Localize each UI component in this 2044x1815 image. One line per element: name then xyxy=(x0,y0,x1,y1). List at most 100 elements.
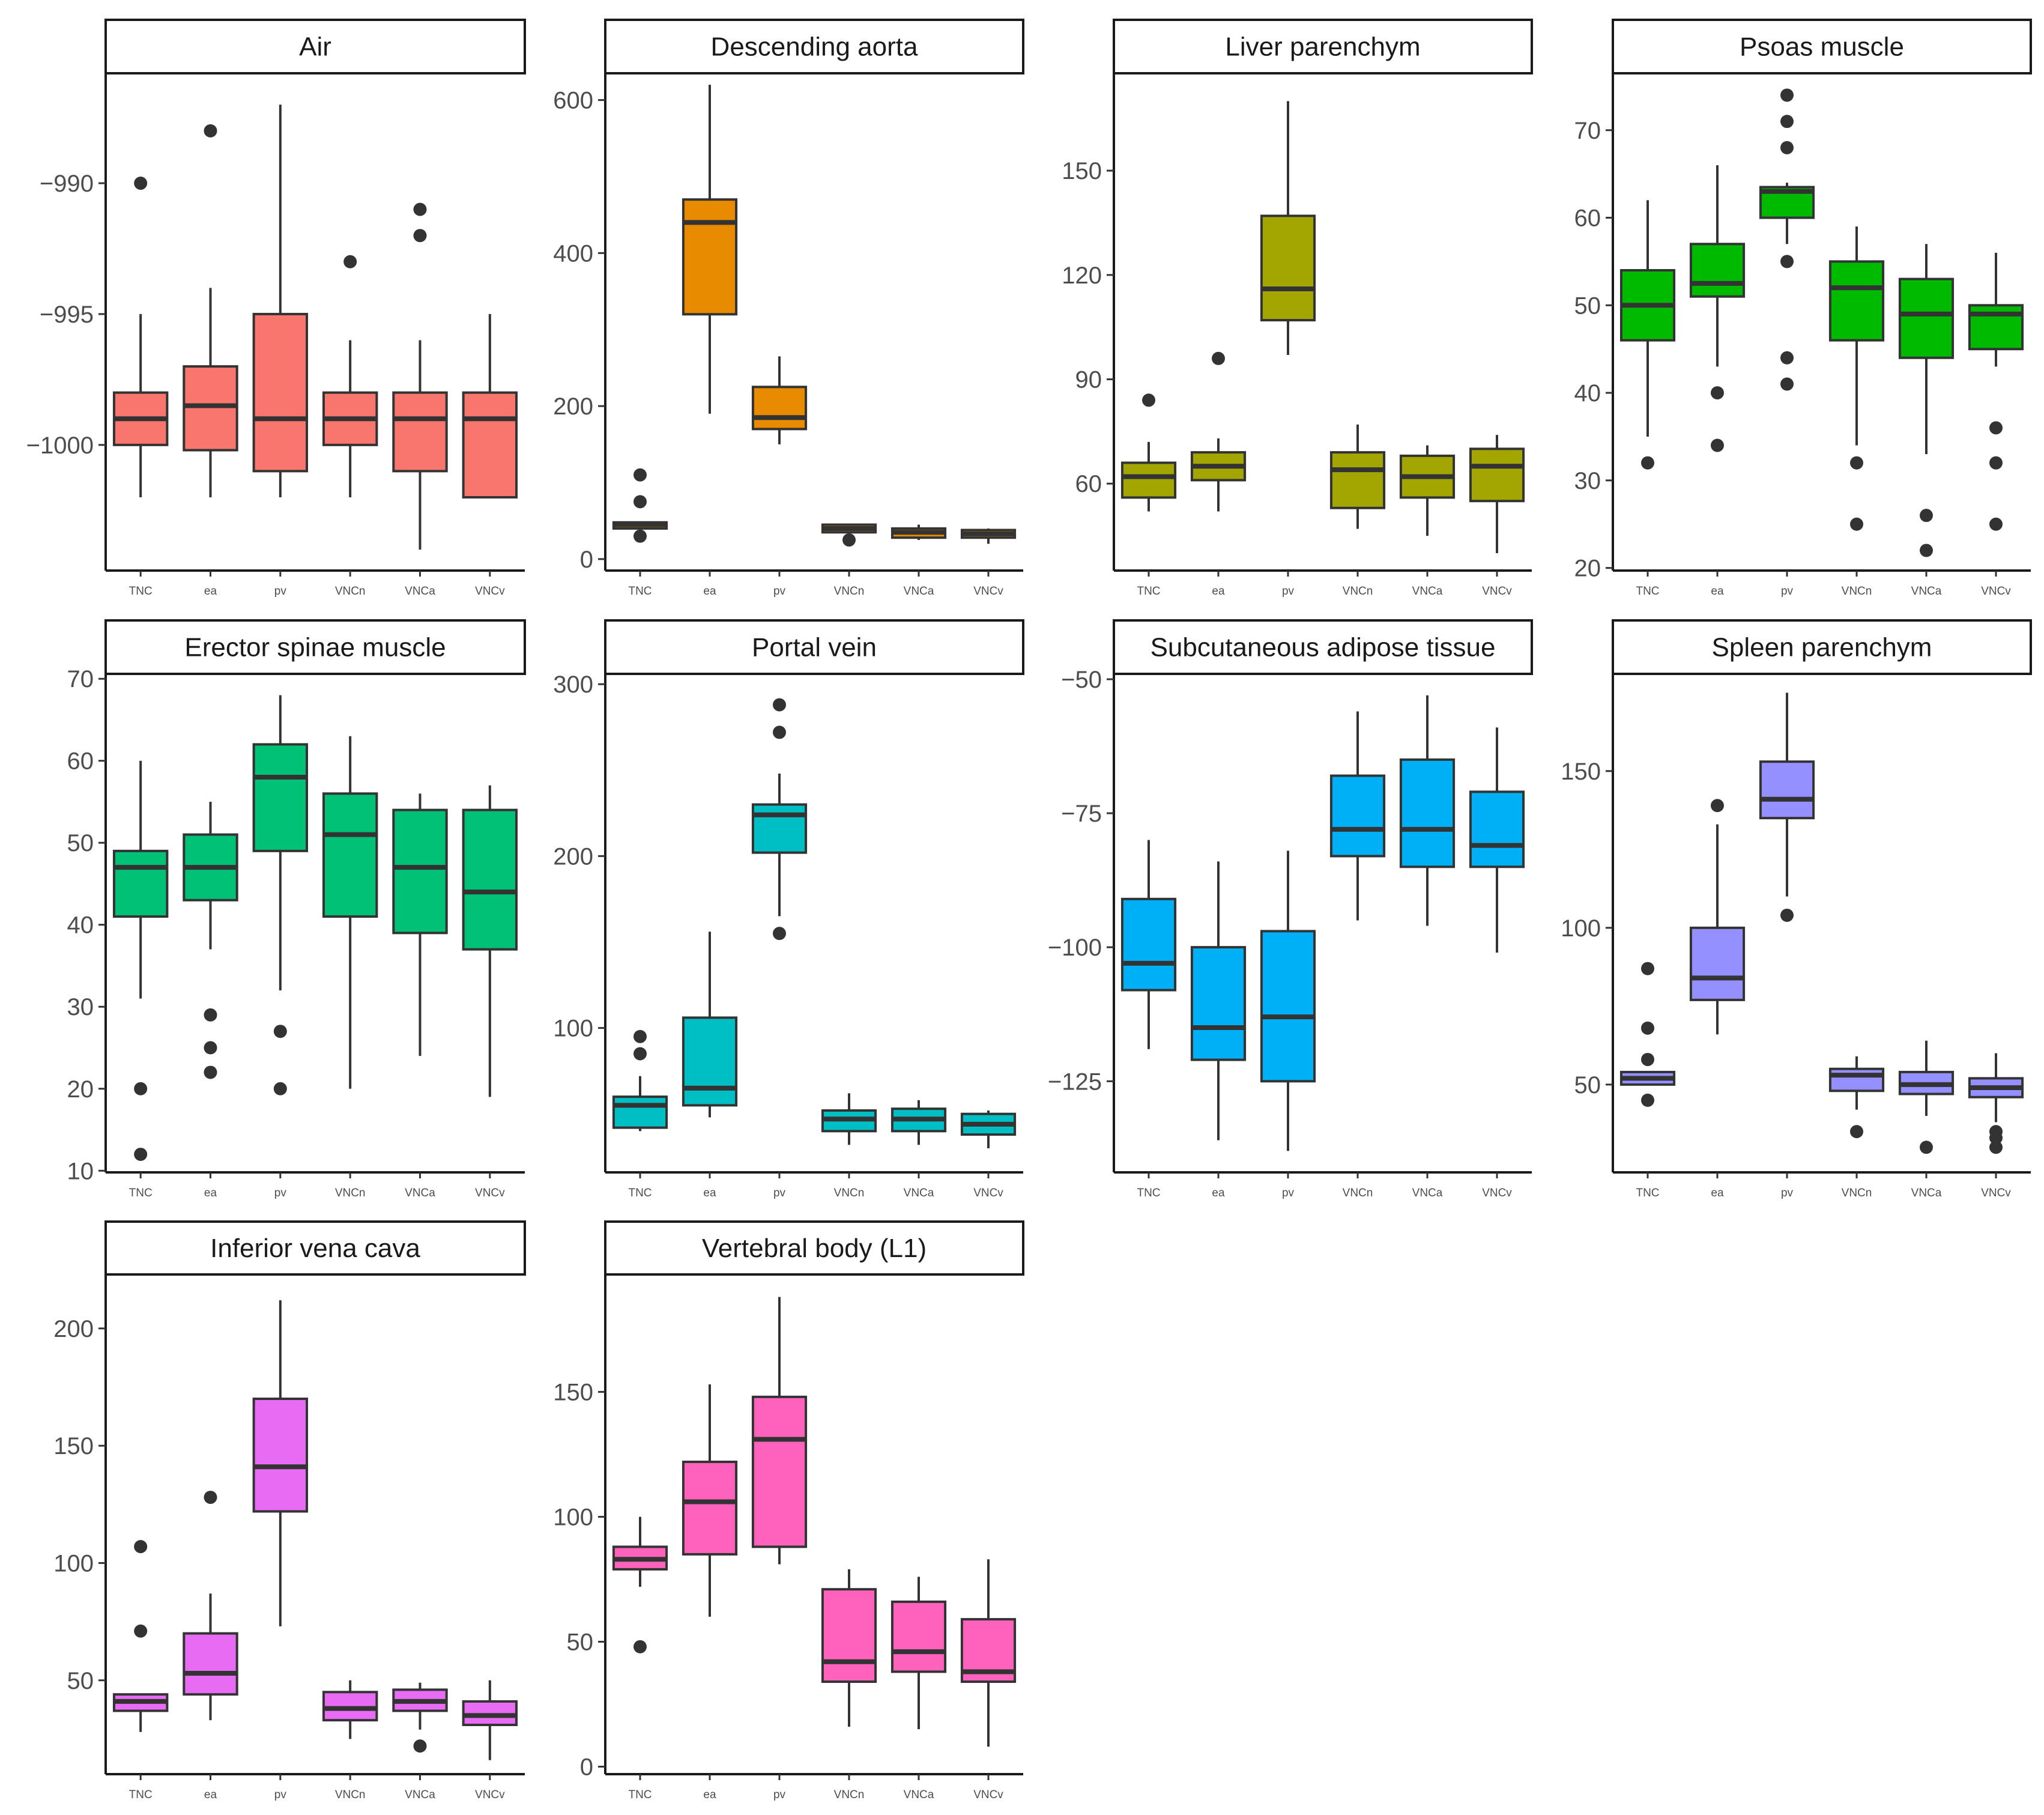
iqr-box xyxy=(1689,926,1746,1001)
box-vnca xyxy=(392,1682,448,1753)
iqr-box xyxy=(112,849,169,918)
y-tick-label: 50 xyxy=(1574,292,1601,319)
y-tick-label: 200 xyxy=(553,843,593,870)
x-tick-label: ea xyxy=(703,1187,716,1199)
y-tick-label: 50 xyxy=(67,830,94,856)
iqr-box xyxy=(1120,897,1177,992)
box-vnca xyxy=(1898,1040,1955,1154)
box-vnca xyxy=(1399,445,1456,536)
x-tick-label: VNCv xyxy=(973,1187,1003,1199)
x-tick-label: VNCn xyxy=(335,1187,366,1199)
panel-vertebral-body-l1: Vertebral body (L1) 0 50 100 150 TNC ea pv VNCn V… xyxy=(553,1220,1024,1801)
panel-title: Subcutaneous adipose tissue xyxy=(1151,633,1496,662)
strip-box xyxy=(104,619,526,675)
box-ea xyxy=(1190,351,1247,512)
box-vncv xyxy=(1968,1053,2024,1154)
x-tick-label: pv xyxy=(1282,585,1295,598)
box-vncv xyxy=(1968,252,2024,531)
outlier-point xyxy=(1641,1093,1654,1107)
y-tick-label: 0 xyxy=(580,547,593,573)
outlier-point xyxy=(413,202,427,216)
y-tick-label: 600 xyxy=(553,88,593,114)
outlier-point xyxy=(633,529,647,543)
iqr-box xyxy=(612,1095,668,1129)
outlier-point xyxy=(1989,517,2003,531)
iqr-box xyxy=(751,386,808,431)
y-tick-label: 100 xyxy=(553,1504,593,1531)
outlier-point xyxy=(1711,386,1724,400)
outlier-point xyxy=(413,229,427,243)
box-vnca xyxy=(890,1100,947,1145)
outlier-point xyxy=(273,1082,287,1095)
outlier-point xyxy=(1850,517,1863,531)
box-vncn xyxy=(1828,1056,1885,1139)
panel-title: Spleen parenchym xyxy=(1712,633,1932,662)
x-tick-label: pv xyxy=(773,585,786,598)
box-ea xyxy=(682,85,738,414)
outlier-point xyxy=(1641,456,1654,470)
outlier-point xyxy=(204,1008,217,1022)
outlier-point xyxy=(1989,456,2003,470)
x-tick-label: pv xyxy=(274,585,287,598)
outlier-point xyxy=(1780,255,1794,268)
x-tick-label: ea xyxy=(703,585,716,598)
x-tick-label: VNCa xyxy=(1412,1187,1443,1199)
y-tick-label: 150 xyxy=(1561,759,1601,785)
box-vncv xyxy=(462,314,518,498)
box-vncn xyxy=(1329,424,1386,529)
iqr-box xyxy=(1469,447,1525,503)
y-tick-label: 70 xyxy=(1574,118,1601,144)
box-tnc xyxy=(1120,840,1177,1049)
box-tnc xyxy=(112,760,169,1161)
outlier-point xyxy=(204,1065,217,1079)
iqr-box xyxy=(462,391,518,498)
y-tick-label: 400 xyxy=(553,240,593,267)
strip-box xyxy=(1612,619,2032,675)
x-tick-label: TNC xyxy=(1137,1187,1160,1199)
x-tick-label: ea xyxy=(1711,1187,1724,1199)
box-tnc xyxy=(112,1540,169,1732)
y-tick-label: 200 xyxy=(553,393,593,420)
y-tick-label: −125 xyxy=(1048,1068,1102,1095)
x-tick-label: ea xyxy=(204,1789,217,1801)
outlier-point xyxy=(633,1047,647,1061)
box-tnc xyxy=(612,468,668,543)
panel-descending-aorta: Descending aorta 0 200 400 600 TNC ea pv VNCn VNC… xyxy=(553,19,1024,598)
box-pv xyxy=(1759,88,1815,391)
outlier-point xyxy=(273,1025,287,1038)
box-ea xyxy=(183,124,238,497)
outlier-point xyxy=(773,698,786,712)
iqr-box xyxy=(322,792,378,918)
box-pv xyxy=(751,356,808,444)
outlier-point xyxy=(1989,421,2003,435)
box-ea xyxy=(682,932,738,1118)
panel-inferior-vena-cava: Inferior vena cava 50 100 150 200 TNC ea pv VNCn… xyxy=(53,1220,526,1801)
y-tick-label: 150 xyxy=(1062,158,1102,184)
y-tick-label: 30 xyxy=(1574,468,1601,494)
iqr-box xyxy=(1759,760,1815,820)
box-vncv xyxy=(462,1680,518,1760)
y-tick-label: 100 xyxy=(1561,915,1601,942)
iqr-box xyxy=(751,803,808,854)
x-tick-label: TNC xyxy=(129,1187,153,1199)
box-vncv xyxy=(1469,727,1525,953)
outlier-point xyxy=(1641,1053,1654,1067)
outlier-point xyxy=(204,1041,217,1055)
iqr-box xyxy=(462,808,518,951)
x-tick-label: VNCa xyxy=(1911,585,1942,598)
iqr-box xyxy=(1260,214,1316,322)
y-tick-label: −1000 xyxy=(26,432,94,459)
y-tick-label: 60 xyxy=(1574,205,1601,232)
outlier-point xyxy=(633,495,647,509)
iqr-box xyxy=(1828,1067,1885,1092)
outlier-point xyxy=(1641,1021,1654,1035)
box-vncn xyxy=(821,1569,877,1727)
box-pv xyxy=(1759,692,1815,922)
x-tick-label: ea xyxy=(204,1187,217,1199)
panel-title: Vertebral body (L1) xyxy=(702,1234,927,1263)
strip-box xyxy=(1612,19,2032,74)
box-ea xyxy=(1190,861,1247,1141)
box-vncn xyxy=(1329,711,1386,921)
x-tick-label: VNCv xyxy=(1981,1187,2011,1199)
